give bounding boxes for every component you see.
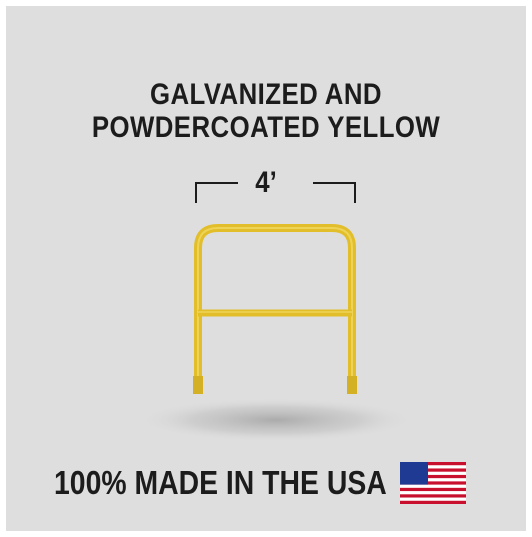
rail-foot-right bbox=[347, 376, 357, 394]
background-panel bbox=[6, 6, 526, 531]
dimension-bracket-left bbox=[195, 182, 238, 203]
headline-line-1: GALVANIZED AND bbox=[149, 78, 382, 111]
dimension-label: 4’ bbox=[255, 166, 277, 199]
dimension-bracket-right bbox=[313, 182, 356, 203]
rail-foot-left bbox=[193, 376, 203, 394]
made-in-usa-text: 100% MADE IN THE USA bbox=[54, 464, 387, 501]
rail-shadow bbox=[136, 398, 416, 442]
headline: GALVANIZED AND POWDERCOATED YELLOW bbox=[37, 78, 495, 144]
safety-rail-illustration bbox=[136, 224, 416, 442]
rail-frame bbox=[194, 224, 356, 378]
headline-line-2: POWDERCOATED YELLOW bbox=[91, 111, 441, 144]
us-flag-icon bbox=[400, 462, 466, 504]
dimension-bracket bbox=[195, 182, 356, 203]
